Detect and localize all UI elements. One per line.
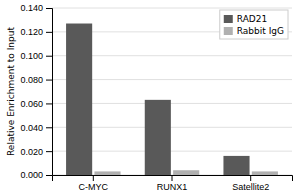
axis-line — [53, 176, 293, 182]
tick-label: 0.060 — [20, 99, 43, 109]
tick-mark — [46, 127, 52, 128]
tick-mark — [46, 56, 52, 57]
tick-label: 0.020 — [20, 147, 43, 157]
plot: 0.000 0.020 0.040 0.060 0.080 0.100 0.120 0.140… — [20, 3, 292, 192]
tick-mark — [93, 175, 94, 181]
tick: 0.000 — [20, 170, 52, 180]
tick: 0.120 — [20, 27, 52, 37]
tick-label: 0.100 — [20, 51, 43, 61]
series — [66, 24, 249, 175]
bar — [252, 171, 278, 175]
legend-label: RAD21 — [237, 14, 267, 24]
tick-label: 0.140 — [20, 3, 43, 13]
legend-item: Rabbit IgG — [224, 26, 284, 36]
y-axis: 0.000 0.020 0.040 0.060 0.080 0.100 0.120 0.140 — [20, 3, 52, 180]
tick: 0.140 — [20, 3, 52, 13]
bar — [223, 156, 249, 175]
legend: RAD21 Rabbit IgG — [220, 10, 288, 39]
tick-label: 0.000 — [20, 170, 43, 180]
chart: 0.000 0.020 0.040 0.060 0.080 0.100 0.120 0.140… — [0, 0, 300, 195]
legend-label: Rabbit IgG — [237, 26, 284, 36]
bar — [66, 24, 92, 175]
tick: 0.100 — [20, 51, 52, 61]
bars — [66, 24, 278, 175]
tick-mark — [46, 80, 52, 81]
legend-swatch — [224, 15, 233, 23]
legend-item: RAD21 — [224, 14, 267, 24]
tick-mark — [46, 175, 52, 176]
x-axis: C-MYC RUNX1 Satellite2 — [53, 175, 293, 192]
legend-box — [220, 10, 288, 39]
tick: RUNX1 — [157, 175, 188, 192]
legend-swatch — [224, 27, 233, 35]
series — [94, 170, 277, 175]
tick-mark — [250, 175, 251, 181]
tick-label: 0.040 — [20, 123, 43, 133]
bar — [94, 171, 120, 175]
grid-line — [52, 8, 292, 9]
tick-label: C-MYC — [79, 182, 109, 192]
y-axis-title: Relative Enrichment to Input — [6, 27, 16, 156]
tick: 0.060 — [20, 99, 52, 109]
grid — [52, 8, 292, 175]
tick-mark — [46, 32, 52, 33]
chart-container: 0.000 0.020 0.040 0.060 0.080 0.100 0.120 0.140… — [0, 0, 300, 195]
tick-label: RUNX1 — [157, 182, 188, 192]
tick: 0.040 — [20, 123, 52, 133]
tick-mark — [46, 8, 52, 9]
tick-label: 0.080 — [20, 75, 43, 85]
tick: C-MYC — [79, 175, 109, 192]
tick-mark — [46, 151, 52, 152]
tick-mark — [172, 175, 173, 181]
tick: 0.080 — [20, 75, 52, 85]
tick-mark — [46, 103, 52, 104]
tick-label: Satellite2 — [232, 182, 269, 192]
bar — [145, 100, 171, 175]
tick-label: 0.120 — [20, 27, 43, 37]
bar — [173, 170, 199, 175]
axis-line — [46, 9, 53, 176]
tick: Satellite2 — [232, 175, 269, 192]
tick: 0.020 — [20, 147, 52, 157]
